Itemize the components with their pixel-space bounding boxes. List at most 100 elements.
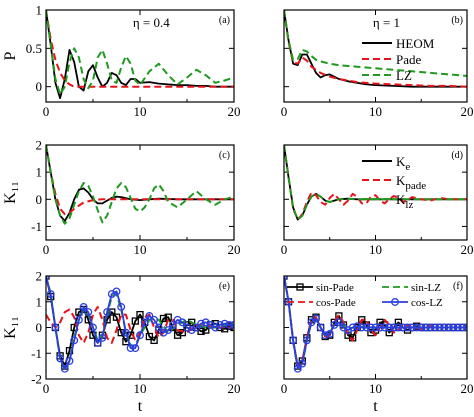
data-point-cos-lz [302,336,311,345]
data-point-cos-lz [417,323,426,332]
data-point-sin-pade [188,318,196,327]
x-tick-label: 10 [369,104,382,119]
data-point-cos-lz [321,331,330,340]
y-tick-label: 2 [36,138,43,153]
data-point-sin-pade [150,336,158,345]
legend-label-pade: Pade [396,52,422,67]
legend: sin-Pade sin-LZ cos-Pade cos-LZ [287,282,443,309]
series-group [284,145,467,221]
legend-label-main: Pade [396,52,422,67]
data-point-cos-lz [103,308,112,316]
data-point-cos-lz [131,344,140,353]
plot-frame [45,9,235,103]
x-tick-label: 20 [228,242,241,257]
series-line-sin-pade [46,276,234,368]
legend-label-sub: pade [405,180,426,192]
data-point-sin-pade [136,310,144,319]
series-line-lz [46,10,234,96]
series-line-lz [284,145,467,221]
data-point-cos-lz [412,323,421,332]
eta-annotation: η = 0.4 [133,15,170,30]
legend-label-heom: HEOM [396,36,435,51]
data-point-cos-lz [150,315,159,324]
legend-label-sin-pade: sin-Pade [316,282,354,294]
data-point-cos-lz [215,320,224,329]
panel-tag: (b) [451,15,463,26]
series-line-pade [46,10,234,88]
series-group [46,145,234,225]
y-tick-label: 2 [36,269,43,284]
panel-tag: (d) [451,150,463,161]
y-axis-label: P [2,51,19,60]
y-tick-label: 1 [36,165,43,180]
data-point-cos-lz [316,323,325,332]
data-point-cos-lz [197,319,206,328]
plot-frame [45,275,235,380]
data-point-cos-lz [145,311,154,320]
data-point-sin-pade [159,314,168,323]
data-point-cos-lz [164,326,173,335]
y-tick-label: -1 [31,346,42,361]
series-group [46,276,234,373]
data-point-cos-lz [93,339,102,347]
data-point-cos-lz [463,323,467,332]
legend-label-main: K [396,173,406,188]
data-point-cos-lz [408,323,417,332]
legend-label-main: K [396,192,406,207]
data-point-sin-pade [358,316,366,324]
data-point-cos-lz [312,314,320,323]
data-point-cos-lz [154,323,163,332]
series-line-pade [284,10,467,88]
data-point-sin-pade [178,328,186,337]
panel-e: 0 10 20 -2 -1 0 1 2 (e) K₁₁ t [2,269,241,416]
y-tick-label: 0 [36,320,43,335]
x-tick-label: 0 [281,104,288,119]
data-point-cos-lz [389,323,398,332]
data-point-sin-pade [385,328,393,337]
eta-annotation: η = 1 [373,15,400,30]
data-point-cos-lz [440,323,449,332]
data-point-cos-lz [178,318,187,327]
x-axis-label: t [138,398,143,415]
x-tick-label: 10 [369,381,382,396]
legend-label-cos-pade: cos-Pade [316,297,356,309]
data-point-cos-lz [136,331,144,340]
data-point-cos-lz [117,302,126,311]
x-tick-label: 10 [369,242,382,257]
data-point-sin-pade [117,328,125,337]
series-line-cos-pade [46,305,234,344]
data-point-cos-lz [444,323,453,332]
data-point-cos-lz [453,323,462,332]
data-point-cos-lz [366,323,375,332]
data-point-cos-lz [293,364,302,373]
data-point-cos-lz [192,323,201,332]
x-tick-label: 0 [281,242,288,257]
x-tick-label: 20 [461,104,474,119]
series-line-lz [284,10,467,77]
legend-label-cos-lz: cos-LZ [411,297,443,309]
panel-tag: (e) [219,281,230,292]
x-tick-label: 0 [43,104,50,119]
y-tick-label: 0 [36,79,43,94]
series-line-pade [284,145,467,221]
data-point-sin-pade [108,308,116,316]
x-tick-label: 0 [43,242,50,257]
series-line-cos-lz [46,276,234,370]
data-point-cos-lz [307,318,316,327]
data-point-cos-lz [357,323,366,332]
data-point-cos-lz [289,336,298,345]
y-tick-label: -1 [31,219,42,234]
panel-tag: (f) [453,281,463,292]
legend-label-lz: LZ [396,68,412,83]
legend-label-pade: Kpade [396,173,426,192]
data-point-cos-lz [421,323,430,332]
data-point-cos-lz [51,323,60,332]
data-point-cos-lz [403,323,412,332]
data-point-cos-lz [435,323,444,332]
legend-label-main: K [396,154,406,169]
